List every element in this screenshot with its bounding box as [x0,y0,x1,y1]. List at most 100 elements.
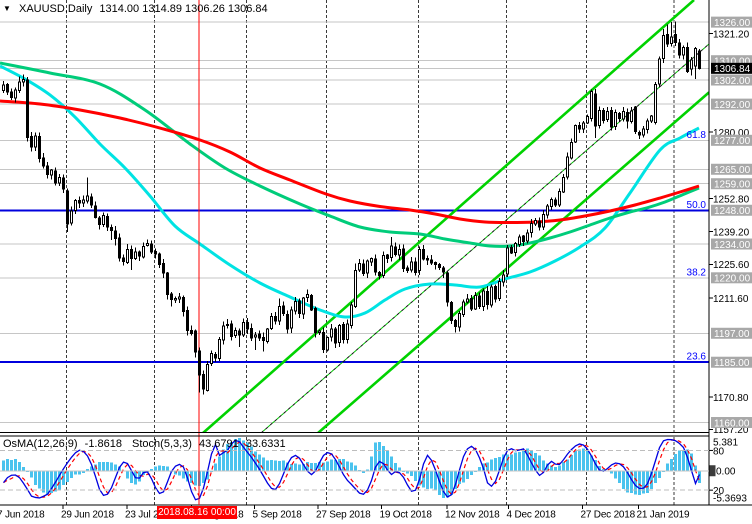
collapse-arrow-icon[interactable]: ▼ [3,4,11,13]
osma-bar [642,470,645,494]
candle-bear [402,244,405,272]
candle-bear [94,201,97,219]
channel-trendline[interactable] [317,91,709,433]
candle-body [34,135,37,148]
candle-bull [534,217,537,226]
candle-body [426,258,429,261]
indicator-current-badge [709,465,716,477]
fib-level-label: 23.6 [687,352,707,363]
price-level-badge [711,356,752,368]
osma-bar [302,463,305,471]
candle-body [90,196,93,206]
candle-bear [286,310,289,334]
osma-bar [666,463,669,471]
candle-bear [250,323,253,341]
candle-body [434,261,437,265]
candle-bear [170,291,173,307]
candle-bear [638,130,641,140]
candle-body [586,115,589,124]
candle-bull [346,319,349,344]
candle-bull [58,174,61,186]
osma-bar [274,460,277,471]
candle-bear [342,322,345,344]
osma-bar [614,470,617,479]
candle-body [546,205,549,216]
candle-body [394,246,397,256]
candle-bull [354,263,357,309]
osma-bar [630,470,633,493]
candle-body [110,226,113,231]
candle-body [70,210,73,224]
osma-bar [490,459,493,471]
candle-bear [130,245,133,270]
candle-body [402,248,405,269]
candle-bull [102,212,105,228]
time-tick-label: 19 Oct 2018 [380,510,433,521]
candle-bull [518,234,521,248]
candle-bull [134,247,137,261]
candle-bear [686,42,689,73]
candle-bear [190,325,193,336]
candle-body [398,248,401,256]
candle-bull [50,168,53,180]
candle-body [234,329,237,337]
candle-bull [502,270,505,287]
osma-bar [658,470,661,478]
candle-body [254,334,257,338]
candle-bear [594,88,597,138]
osma-bar [350,462,353,471]
candle-bear [298,298,301,319]
moving-average-cyan [0,64,700,319]
candle-body [614,112,617,128]
candle-bull [34,132,37,151]
candle-bull [482,288,485,311]
candle-bear [626,108,629,129]
candle-bear [150,240,153,254]
osma-bar [646,470,649,493]
candle-bear [486,286,489,310]
osma-bar [306,462,309,471]
osma-bar [70,470,73,479]
osma-bar [282,460,285,471]
osma-bar [182,470,185,479]
price-level-badge-label: 1265.00 [714,165,751,176]
candle-body [678,42,681,56]
candle-body [450,302,453,322]
chart-title-symbol: XAUUSD,Daily [18,3,93,15]
candle-body [50,169,53,176]
candle-body [178,296,181,300]
osma-bar [30,470,33,478]
candle-body [674,34,677,44]
price-level-badge [711,178,752,190]
osma-bar [166,466,169,471]
candle-body [322,332,325,351]
candle-body [2,84,5,92]
osma-bar [570,454,573,471]
osma-bar [86,468,89,471]
candle-body [330,328,333,338]
osma-bar [22,467,25,471]
candle-bull [570,138,573,160]
candle-body [338,325,341,343]
indicator-upper-label: 80 [713,446,725,457]
osma-bar [550,465,553,471]
candle-body [506,247,509,275]
candle-body [106,215,109,228]
candle-body [526,232,529,242]
candle-bear [314,306,317,338]
osma-bar [426,470,429,489]
price-level-badge-label: 1310.00 [714,57,751,68]
candle-bear [238,328,241,348]
candle-bear [166,271,169,300]
candle-body [642,128,645,136]
osma-bar [650,470,653,490]
osma-bar [78,470,81,475]
osma-bar [530,450,533,471]
candle-bear [374,254,377,276]
candle-body [62,177,65,190]
candle-body [630,110,633,122]
osma-bar [218,456,221,471]
osma-bar [446,470,449,498]
candle-body [74,199,77,212]
